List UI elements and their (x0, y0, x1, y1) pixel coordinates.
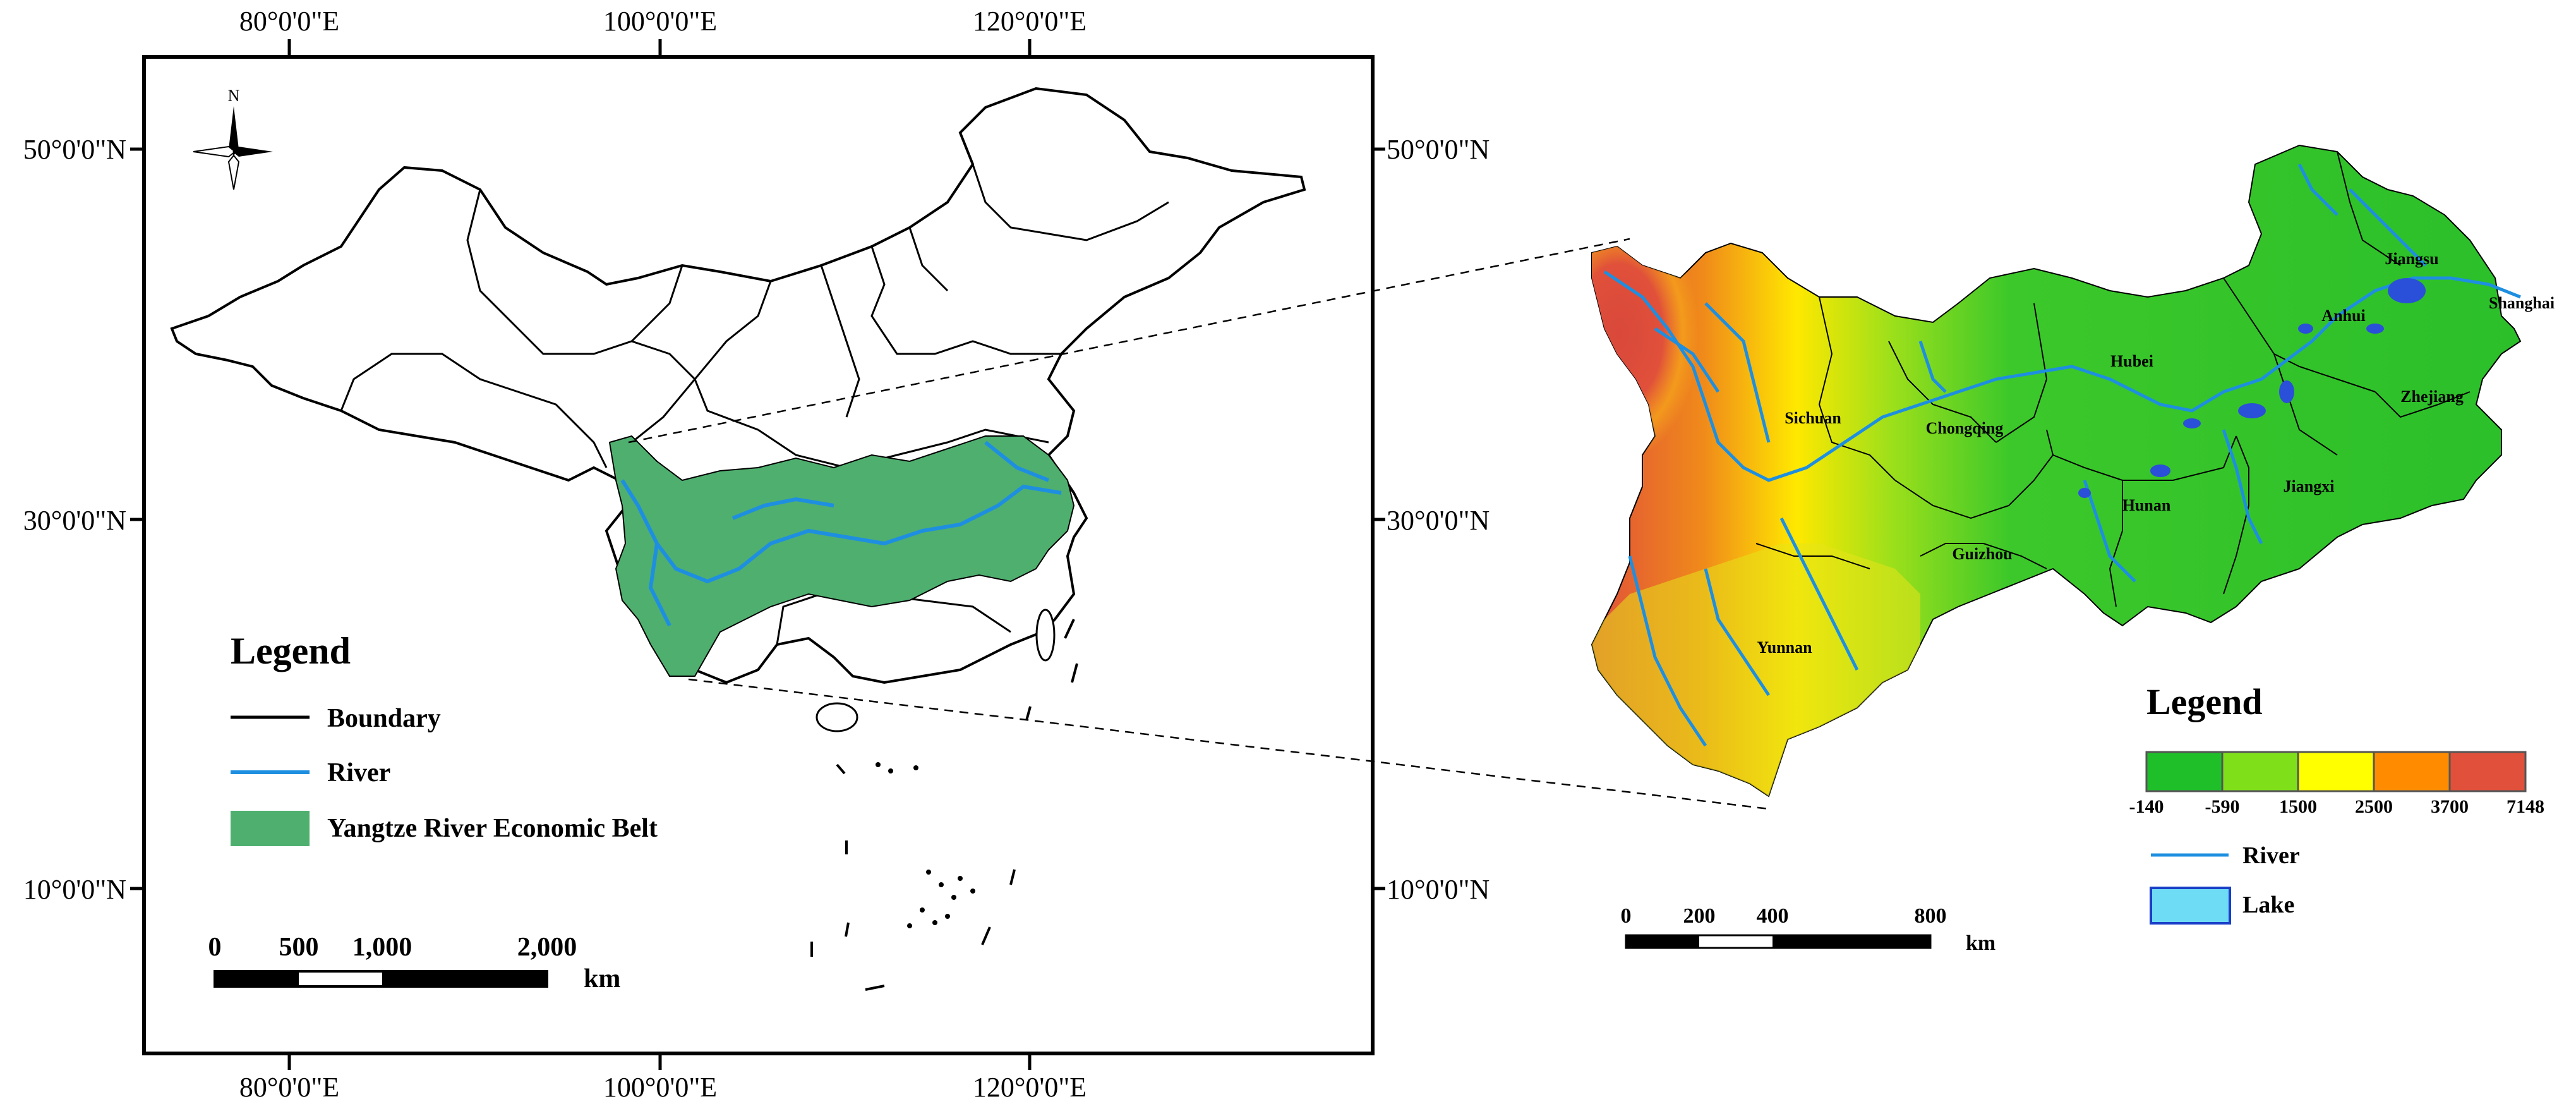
legend-belt-label: Yangtze River Economic Belt (327, 814, 658, 843)
r-legend-lake-symbol (2150, 887, 2231, 925)
label-jiangxi: Jiangxi (2284, 477, 2335, 495)
label-sichuan: Sichuan (1785, 409, 1841, 427)
province-labels: Jiangsu Shanghai Anhui Hubei Zhejiang Si… (1757, 250, 2555, 657)
legend-river-label: River (327, 758, 390, 787)
yangtze-dem-map: Jiangsu Shanghai Anhui Hubei Zhejiang Si… (1591, 144, 2555, 955)
left-tick-50N: 50°0'0"N (23, 134, 126, 165)
elev-class-4 (2373, 751, 2451, 792)
elev-break-5: 7148 (2507, 796, 2544, 817)
top-tick-80E: 80°0'0"E (239, 6, 339, 37)
right-scale-bar: 0 200 400 800 km (1621, 904, 1996, 955)
scale-tick-1000: 1,000 (352, 933, 412, 962)
elev-break-0: -140 (2129, 796, 2164, 817)
map-frame (142, 55, 1375, 1055)
yangtze-belt-area (608, 435, 1075, 677)
taiwan-island (1035, 609, 1056, 662)
scale-tick-500: 500 (279, 933, 319, 962)
label-zhejiang: Zhejiang (2400, 387, 2464, 406)
top-tick-100E: 100°0'0"E (603, 6, 717, 37)
right-legend-title: Legend (2146, 681, 2263, 722)
elev-class-3 (2297, 751, 2375, 792)
label-hunan: Hunan (2122, 496, 2171, 514)
r-legend-river-label: River (2242, 842, 2300, 869)
right-legend: Legend -140 -590 1500 2500 3700 7148 Riv… (2129, 681, 2544, 925)
dem-lakes (2078, 278, 2426, 498)
legend-boundary-label: Boundary (327, 704, 441, 733)
r-scale-tick-0: 0 (1621, 904, 1632, 928)
dem-highland (1592, 243, 1819, 607)
south-china-sea-islands (810, 619, 1078, 991)
legend-belt-symbol (231, 811, 310, 846)
r-scale-tick-200: 200 (1683, 904, 1716, 928)
r-legend-lake-label: Lake (2242, 892, 2294, 918)
dem-rivers (1603, 163, 2521, 747)
label-guizhou: Guizhou (1952, 545, 2012, 563)
label-yunnan: Yunnan (1757, 638, 1812, 657)
label-anhui: Anhui (2321, 306, 2365, 325)
dem-plateau (1592, 543, 1920, 796)
r-scale-tick-800: 800 (1915, 904, 1947, 928)
right-tick-50N: 50°0'0"N (1387, 134, 1490, 165)
elev-break-4: 3700 (2431, 796, 2469, 817)
north-arrow: N (193, 87, 273, 190)
label-jiangsu: Jiangsu (2385, 250, 2438, 268)
r-scale-tick-400: 400 (1757, 904, 1789, 928)
label-chongqing: Chongqing (1926, 419, 2004, 437)
left-tick-30N: 30°0'0"N (23, 505, 126, 536)
zoom-connectors (628, 238, 1769, 810)
scale-tick-2000: 2,000 (517, 933, 577, 962)
elev-class-1 (2145, 751, 2224, 792)
yangtze-belt-rivers (620, 440, 1062, 627)
elev-break-1: -590 (2205, 796, 2240, 817)
top-tick-120E: 120°0'0"E (973, 6, 1086, 37)
bottom-tick-80E: 80°0'0"E (239, 1072, 339, 1103)
scale-tick-0: 0 (208, 933, 222, 962)
elev-break-2: 1500 (2279, 796, 2317, 817)
north-label: N (228, 87, 240, 105)
dem-province-lines (1755, 151, 2471, 607)
right-tick-30N: 30°0'0"N (1387, 505, 1490, 536)
elevation-color-ramp (2145, 751, 2527, 792)
r-scale-unit: km (1966, 931, 1995, 955)
elev-class-2 (2221, 751, 2299, 792)
bottom-tick-120E: 120°0'0"E (973, 1072, 1086, 1103)
elev-break-3: 2500 (2355, 796, 2393, 817)
bottom-tick-100E: 100°0'0"E (603, 1072, 717, 1103)
label-hubei: Hubei (2110, 352, 2153, 370)
elev-class-5 (2448, 751, 2527, 792)
left-legend: Legend Boundary River Yangtze River Econ… (231, 630, 658, 846)
hainan-island (816, 702, 858, 732)
china-overview-map: 80°0'0"E 100°0'0"E 120°0'0"E 80°0'0"E 10… (23, 6, 1490, 1103)
right-tick-10N: 10°0'0"N (1387, 874, 1490, 905)
left-scale-bar: 0 500 1,000 2,000 km (208, 933, 621, 993)
island-dots (876, 762, 975, 928)
label-shanghai: Shanghai (2489, 294, 2555, 312)
scale-unit: km (584, 964, 620, 993)
tick-marks (130, 39, 1385, 1070)
left-tick-10N: 10°0'0"N (23, 874, 126, 905)
left-legend-title: Legend (231, 630, 351, 672)
